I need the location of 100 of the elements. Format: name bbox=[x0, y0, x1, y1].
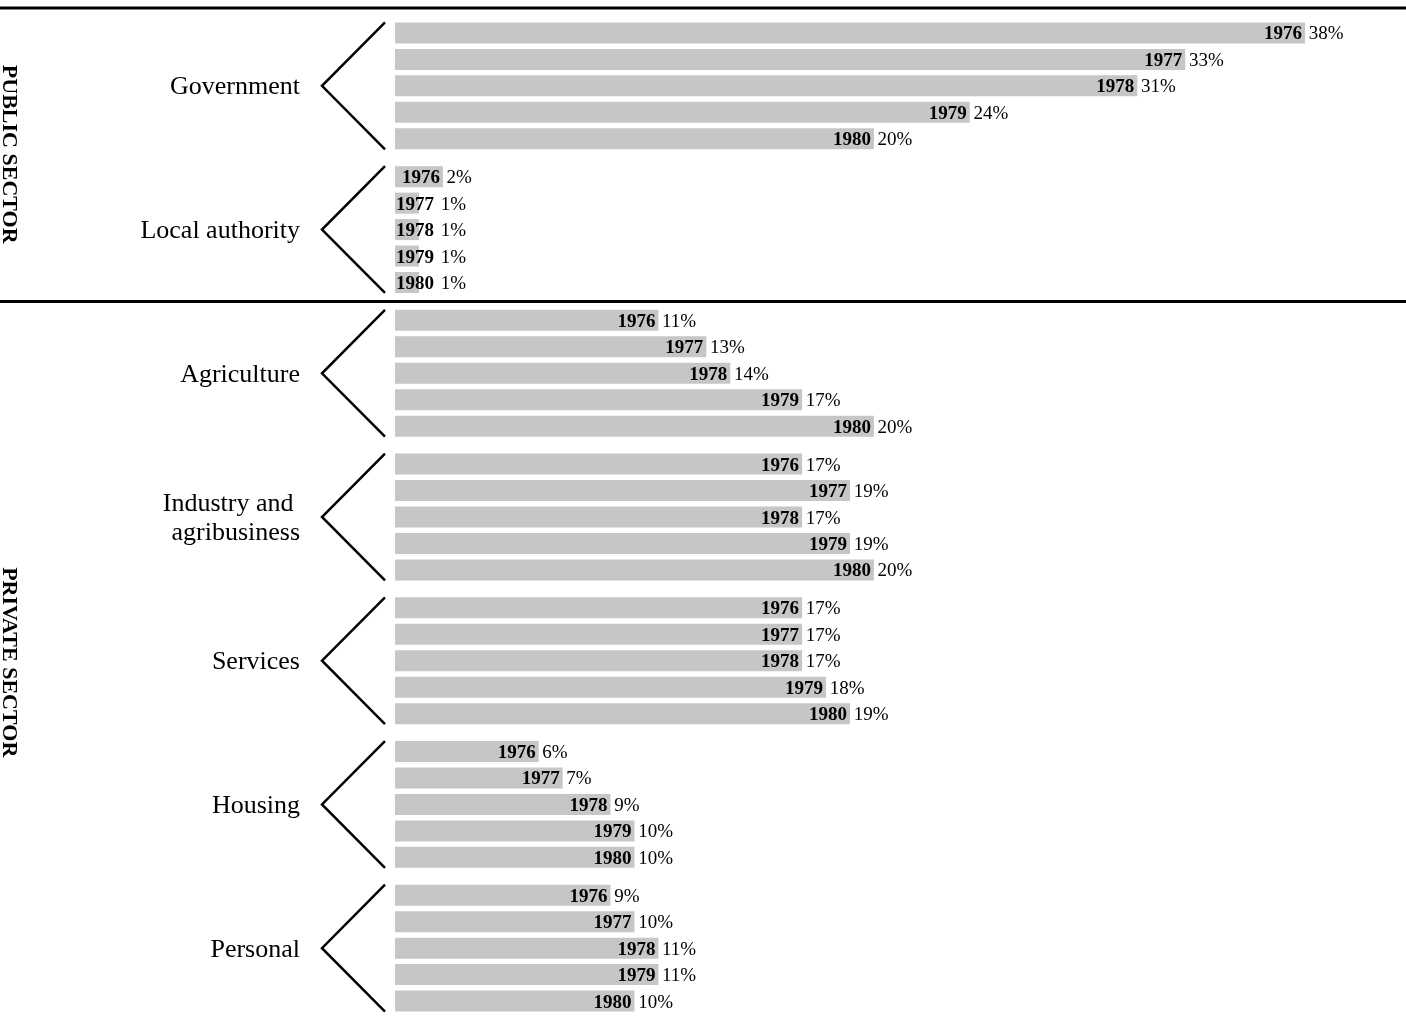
data-label: 10% bbox=[638, 820, 674, 842]
data-label: 18% bbox=[829, 676, 865, 698]
text: 1976 bbox=[761, 597, 800, 619]
text: 1978 bbox=[569, 793, 608, 815]
y-tick-label: Government bbox=[170, 71, 301, 101]
data-label: 24% bbox=[973, 101, 1009, 123]
text: 1976 bbox=[617, 309, 656, 331]
text: 1978 bbox=[761, 506, 800, 528]
bar bbox=[395, 884, 611, 906]
data-label: 33% bbox=[1188, 48, 1224, 70]
bar bbox=[395, 336, 707, 358]
text: 1979 bbox=[593, 820, 632, 842]
data-label: 38% bbox=[1308, 22, 1344, 44]
bar bbox=[395, 480, 850, 502]
data-label: 19% bbox=[853, 703, 889, 725]
text: 1976 bbox=[497, 741, 536, 763]
y-tick-label: Local authority bbox=[140, 215, 300, 245]
bar bbox=[395, 623, 803, 645]
data-label: 10% bbox=[638, 990, 674, 1012]
text: 1980 bbox=[832, 559, 871, 581]
data-label: 19% bbox=[853, 532, 889, 554]
text: 1978 bbox=[689, 362, 728, 384]
text: 1977 bbox=[809, 480, 847, 502]
data-label: 17% bbox=[805, 597, 841, 619]
data-label: 31% bbox=[1141, 75, 1177, 97]
text: 1977 bbox=[761, 623, 800, 645]
text: 1980 bbox=[593, 846, 632, 868]
text: 1976 bbox=[569, 884, 608, 906]
bar bbox=[395, 389, 803, 411]
data-label: 20% bbox=[877, 128, 913, 150]
y-tick-label: Services bbox=[211, 646, 300, 676]
data-label: 20% bbox=[877, 559, 913, 581]
data-label: 1% bbox=[440, 219, 467, 241]
data-label: 17% bbox=[805, 389, 841, 411]
data-label: 17% bbox=[805, 623, 841, 645]
data-label: 6% bbox=[542, 741, 568, 763]
bar bbox=[395, 75, 1138, 97]
text: 1979 bbox=[761, 389, 800, 411]
text: 1978 bbox=[761, 650, 800, 672]
bar bbox=[395, 964, 659, 986]
text: 1979 bbox=[617, 964, 656, 986]
bar bbox=[395, 453, 803, 475]
series-label: 1977 bbox=[1144, 48, 1183, 70]
series-label: 1980 bbox=[832, 128, 871, 150]
data-label: 13% bbox=[709, 336, 745, 358]
text: 1979 bbox=[809, 532, 847, 554]
data-label: 19% bbox=[853, 480, 889, 502]
bar bbox=[395, 990, 635, 1012]
data-label: 1% bbox=[440, 192, 467, 214]
data-label: 1% bbox=[440, 271, 467, 293]
data-label: 10% bbox=[638, 846, 674, 868]
text: 1976 bbox=[761, 453, 800, 475]
y-tick-label: Housing bbox=[211, 789, 300, 819]
bar bbox=[395, 48, 1186, 70]
bar bbox=[395, 793, 611, 815]
bar bbox=[395, 676, 827, 698]
text: 1980 bbox=[593, 990, 632, 1012]
bar bbox=[395, 22, 1305, 44]
text: 1978 bbox=[617, 937, 656, 959]
data-label: 17% bbox=[805, 650, 841, 672]
text: 1980 bbox=[396, 271, 434, 293]
series-label: 1978 bbox=[1096, 75, 1135, 97]
text: 1980 bbox=[832, 415, 871, 437]
bar bbox=[395, 597, 803, 619]
bar bbox=[395, 703, 850, 725]
bar bbox=[395, 846, 635, 868]
series-label: 1976 bbox=[1264, 22, 1302, 44]
text: 1977 bbox=[396, 192, 434, 214]
data-label: 7% bbox=[566, 767, 592, 789]
bar bbox=[395, 128, 874, 150]
data-label: 1% bbox=[440, 245, 467, 267]
bar bbox=[395, 937, 659, 959]
text: 1977 bbox=[521, 767, 560, 789]
data-label: 17% bbox=[805, 453, 841, 475]
data-label: 2% bbox=[446, 166, 473, 188]
bar bbox=[395, 362, 731, 384]
data-label: 11% bbox=[662, 937, 697, 959]
text: 1980 bbox=[809, 703, 847, 725]
data-label: 17% bbox=[805, 506, 841, 528]
text: 1977 bbox=[593, 911, 632, 933]
text: PRIVATE SECTOR bbox=[0, 567, 23, 759]
bar bbox=[395, 415, 874, 437]
text: 1979 bbox=[396, 245, 434, 267]
bar bbox=[395, 101, 970, 123]
text: 1976 bbox=[401, 166, 440, 188]
text: 1978 bbox=[396, 219, 434, 241]
bar bbox=[395, 650, 803, 672]
y-tick-label: Personal bbox=[210, 933, 300, 963]
data-label: 20% bbox=[877, 415, 913, 437]
bar bbox=[395, 506, 803, 528]
data-label: 9% bbox=[614, 884, 640, 906]
text: 1979 bbox=[785, 676, 824, 698]
data-label: 9% bbox=[614, 793, 640, 815]
text: PUBLIC SECTOR bbox=[0, 64, 23, 245]
bar bbox=[395, 532, 850, 554]
bar bbox=[395, 309, 659, 331]
bar bbox=[395, 767, 563, 789]
data-label: 10% bbox=[638, 911, 674, 933]
bar bbox=[395, 820, 635, 842]
text: 1977 bbox=[665, 336, 704, 358]
